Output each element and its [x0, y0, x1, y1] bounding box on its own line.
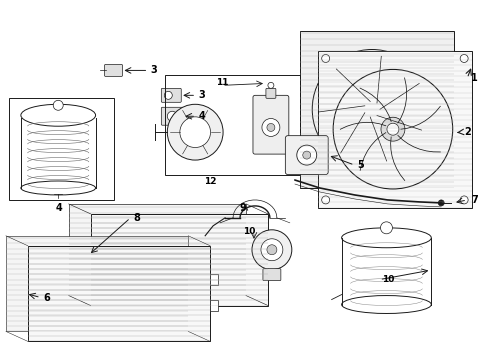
- Circle shape: [322, 196, 330, 204]
- Circle shape: [322, 54, 330, 62]
- Polygon shape: [69, 204, 246, 296]
- Circle shape: [267, 245, 277, 255]
- Polygon shape: [6, 236, 188, 332]
- Circle shape: [252, 230, 292, 270]
- Bar: [210, 274, 218, 285]
- Text: 9: 9: [239, 203, 246, 213]
- Text: 12: 12: [204, 177, 217, 186]
- Text: 5: 5: [358, 160, 364, 170]
- Circle shape: [387, 123, 399, 135]
- Text: 2: 2: [464, 127, 471, 137]
- Circle shape: [53, 100, 63, 110]
- Circle shape: [164, 91, 172, 99]
- Circle shape: [438, 200, 444, 206]
- Text: 3: 3: [198, 90, 205, 100]
- Polygon shape: [318, 50, 472, 208]
- Text: 1: 1: [471, 73, 478, 84]
- Text: 4: 4: [198, 111, 205, 121]
- FancyBboxPatch shape: [253, 95, 289, 154]
- FancyBboxPatch shape: [161, 88, 181, 102]
- Circle shape: [380, 222, 392, 234]
- Polygon shape: [300, 31, 454, 188]
- Bar: [268, 238, 276, 248]
- Polygon shape: [91, 214, 268, 306]
- Text: 8: 8: [133, 213, 140, 223]
- Ellipse shape: [21, 181, 96, 195]
- Circle shape: [362, 99, 382, 119]
- Circle shape: [297, 145, 317, 165]
- PathPatch shape: [300, 31, 454, 188]
- Bar: [9, 98, 114, 200]
- Ellipse shape: [342, 228, 431, 248]
- Text: 10: 10: [243, 227, 255, 236]
- PathPatch shape: [28, 246, 210, 341]
- Text: 6: 6: [44, 293, 50, 302]
- Bar: [210, 300, 218, 311]
- Circle shape: [460, 196, 468, 204]
- Circle shape: [167, 104, 223, 160]
- Polygon shape: [28, 246, 210, 341]
- Text: 11: 11: [216, 78, 228, 87]
- FancyBboxPatch shape: [161, 107, 183, 125]
- Circle shape: [268, 82, 274, 88]
- Circle shape: [267, 123, 275, 131]
- Bar: [165, 75, 300, 175]
- Bar: [268, 262, 276, 272]
- Circle shape: [167, 111, 177, 121]
- Text: 10: 10: [383, 275, 395, 284]
- Ellipse shape: [21, 104, 96, 126]
- Text: 7: 7: [471, 195, 478, 205]
- PathPatch shape: [91, 214, 268, 306]
- Text: 3: 3: [150, 66, 157, 76]
- FancyBboxPatch shape: [266, 88, 276, 98]
- Circle shape: [180, 117, 211, 148]
- PathPatch shape: [318, 50, 472, 208]
- Circle shape: [460, 54, 468, 62]
- Text: 4: 4: [55, 203, 62, 213]
- PathPatch shape: [69, 204, 246, 296]
- Circle shape: [381, 117, 405, 141]
- PathPatch shape: [6, 236, 188, 332]
- FancyBboxPatch shape: [104, 64, 122, 76]
- FancyBboxPatch shape: [285, 136, 328, 175]
- FancyBboxPatch shape: [263, 269, 281, 280]
- Ellipse shape: [342, 296, 431, 314]
- Circle shape: [262, 118, 280, 136]
- Circle shape: [303, 151, 311, 159]
- Circle shape: [261, 239, 283, 261]
